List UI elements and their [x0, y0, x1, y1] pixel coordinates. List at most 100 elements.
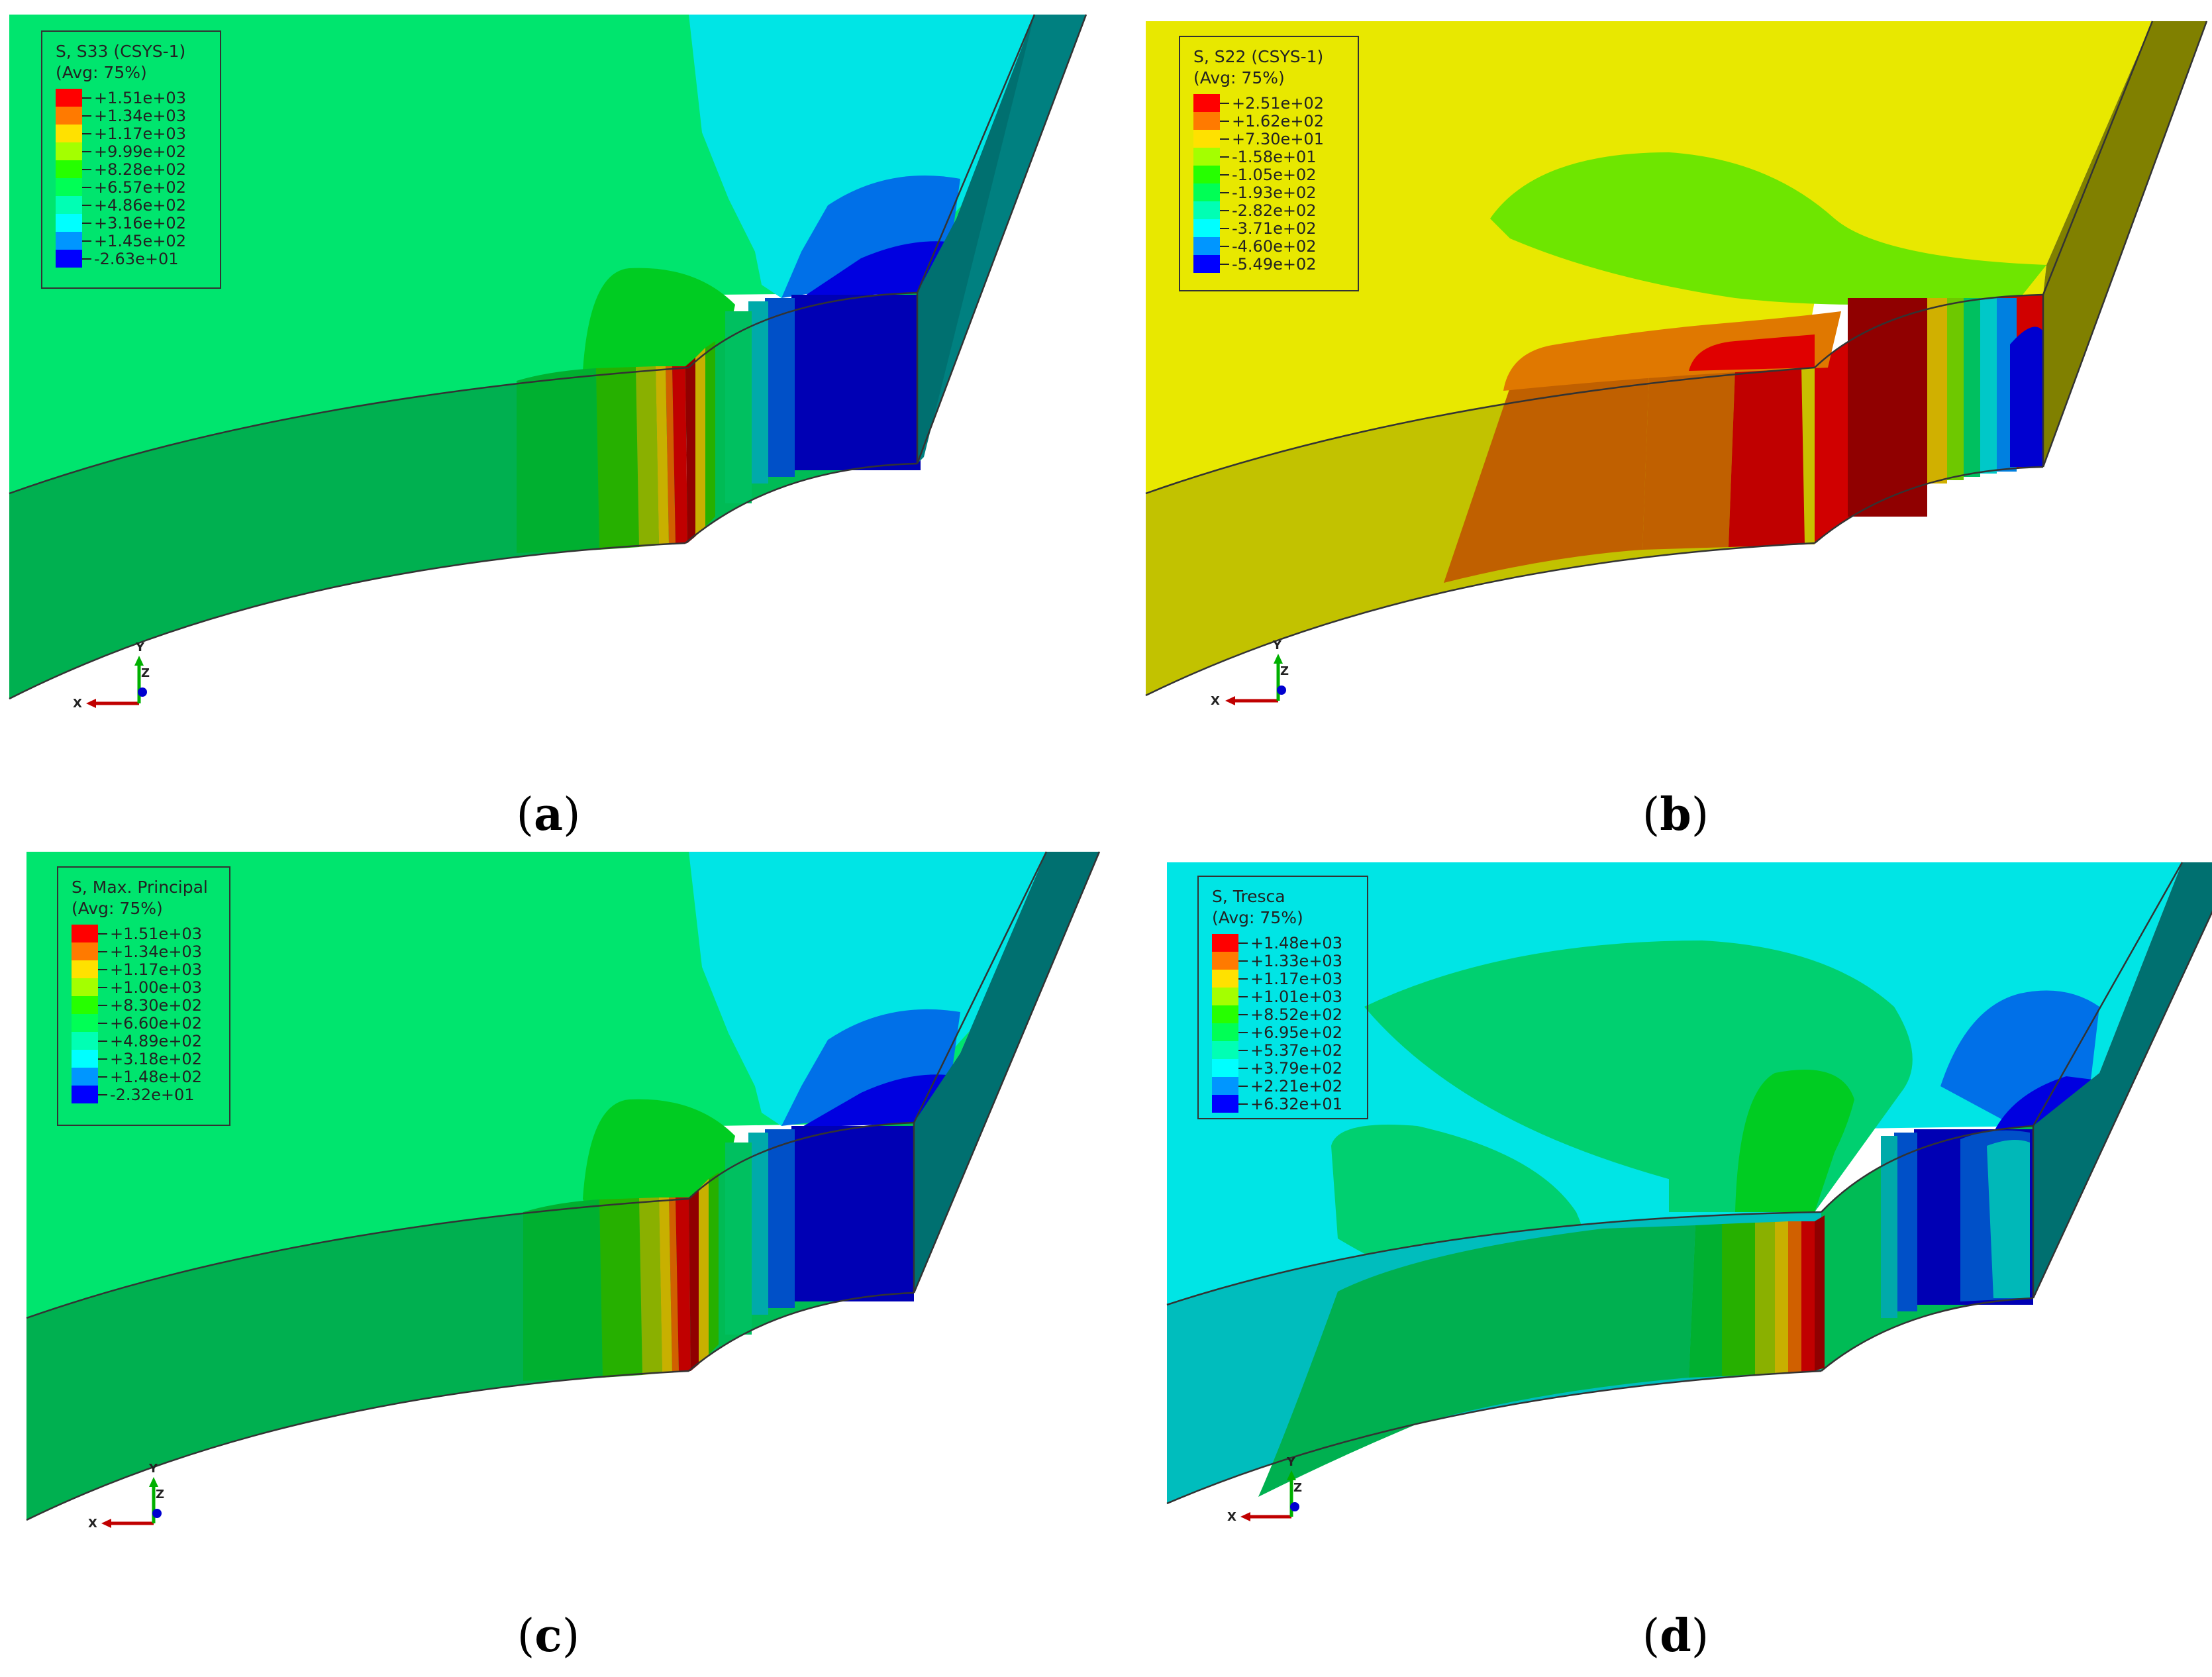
- legend-value: +3.16e+02: [94, 213, 186, 232]
- panel-b-s22: X Y Z S, S22 (CSYS-1) (Avg: 75%) +2.51e+…: [1139, 0, 2212, 755]
- legend-row: +1.34e+03: [72, 942, 217, 961]
- z-axis-label: Z: [141, 666, 150, 680]
- legend-row: -1.58e+01: [1193, 148, 1346, 166]
- legend-row: +6.95e+02: [1212, 1023, 1355, 1042]
- legend-tick: [1238, 1085, 1248, 1087]
- legend-value: +3.18e+02: [110, 1049, 202, 1068]
- legend-swatch: [1212, 1059, 1238, 1077]
- legend-tick: [82, 132, 91, 134]
- legend-row: +2.51e+02: [1193, 94, 1346, 113]
- legend-swatch: [72, 1068, 98, 1086]
- legend-tick: [82, 204, 91, 206]
- legend-value: +2.21e+02: [1250, 1076, 1342, 1095]
- legend-value: +1.51e+03: [94, 88, 186, 107]
- legend-swatch: [1193, 130, 1220, 148]
- caption-d: (d): [1642, 1609, 1709, 1662]
- legend-value: +4.89e+02: [110, 1031, 202, 1050]
- x-axis-label: X: [88, 1517, 97, 1531]
- legend-value: +8.30e+02: [110, 995, 202, 1015]
- legend-tick: [1238, 1103, 1248, 1105]
- legend-value: -2.32e+01: [110, 1085, 195, 1104]
- legend-row: +1.62e+02: [1193, 112, 1346, 130]
- legend-row: +8.28e+02: [56, 160, 208, 179]
- panel-d-tresca: X Y Z S, Tresca (Avg: 75%) +1.48e+03 +1.3…: [1139, 841, 2212, 1596]
- legend-row: +1.33e+03: [1212, 952, 1355, 970]
- legend-value: -2.63e+01: [94, 249, 179, 268]
- legend-value: +1.45e+02: [94, 231, 186, 250]
- legend-swatch: [56, 107, 82, 125]
- legend-swatch: [56, 196, 82, 214]
- legend-row: +4.89e+02: [72, 1032, 217, 1050]
- legend-swatch: [1193, 148, 1220, 166]
- legend-row: +5.37e+02: [1212, 1041, 1355, 1060]
- legend-row: +9.99e+02: [56, 142, 208, 161]
- legend-tick: [1238, 1013, 1248, 1015]
- legend-row: +1.48e+03: [1212, 934, 1355, 952]
- axis-triad-c: X Y Z: [88, 1462, 164, 1531]
- legend-swatch: [56, 125, 82, 142]
- legend-row: +1.34e+03: [56, 107, 208, 125]
- z-axis-label: Z: [1293, 1481, 1302, 1495]
- legend-swatch: [56, 142, 82, 160]
- legend-swatch: [1212, 934, 1238, 952]
- legend-tick: [1238, 942, 1248, 944]
- x-axis-label: X: [73, 697, 82, 711]
- legend-row: +1.17e+03: [56, 125, 208, 143]
- y-axis-label: Y: [135, 640, 145, 654]
- legend-swatch: [1212, 1005, 1238, 1023]
- legend-row: +1.51e+03: [56, 89, 208, 107]
- legend-swatch: [56, 214, 82, 232]
- legend-row: -4.60e+02: [1193, 237, 1346, 256]
- z-axis-label: Z: [1280, 664, 1289, 678]
- legend-value: +7.30e+01: [1232, 129, 1324, 148]
- legend-row: -2.32e+01: [72, 1085, 217, 1104]
- legend-value: +5.37e+02: [1250, 1041, 1342, 1060]
- legend-row: +2.21e+02: [1212, 1077, 1355, 1095]
- legend-row: +3.79e+02: [1212, 1059, 1355, 1078]
- legend-tick: [1238, 1049, 1248, 1051]
- legend-swatch: [1212, 1095, 1238, 1113]
- legend-tick: [98, 1040, 107, 1042]
- y-axis-label: Y: [1286, 1455, 1296, 1469]
- legend-avg: (Avg: 75%): [1193, 68, 1285, 87]
- legend-value: +6.57e+02: [94, 178, 186, 197]
- legend-swatch: [72, 1014, 98, 1032]
- legend-tick: [1220, 174, 1229, 176]
- legend-value: +1.48e+02: [110, 1067, 202, 1086]
- legend-tick: [82, 258, 91, 260]
- legend-rows: +1.51e+03 +1.34e+03 +1.17e+03 +9.99e+02 +8.2…: [56, 89, 208, 268]
- legend-swatch: [1193, 237, 1220, 255]
- legend-tick: [82, 115, 91, 117]
- legend-tick: [1220, 209, 1229, 211]
- legend-b: S, S22 (CSYS-1) (Avg: 75%) +2.51e+02 +1.6…: [1179, 36, 1359, 291]
- legend-row: +1.00e+03: [72, 978, 217, 997]
- legend-tick: [1220, 138, 1229, 140]
- legend-rows: +1.51e+03 +1.34e+03 +1.17e+03 +1.00e+03 +8.3…: [72, 925, 217, 1104]
- legend-c: S, Max. Principal (Avg: 75%) +1.51e+03 +1…: [57, 866, 230, 1126]
- legend-row: -2.82e+02: [1193, 201, 1346, 220]
- legend-row: +1.45e+02: [56, 232, 208, 250]
- legend-value: +1.33e+03: [1250, 951, 1342, 970]
- legend-tick: [82, 97, 91, 99]
- legend-swatch: [72, 978, 98, 996]
- legend-swatch: [1212, 1023, 1238, 1041]
- legend-rows: +2.51e+02 +1.62e+02 +7.30e+01 -1.58e+01 -1.0…: [1193, 94, 1346, 274]
- legend-value: +6.32e+01: [1250, 1094, 1342, 1113]
- legend-value: +1.34e+03: [94, 106, 186, 125]
- legend-row: +6.60e+02: [72, 1014, 217, 1033]
- legend-a: S, S33 (CSYS-1) (Avg: 75%) +1.51e+03 +1.3…: [41, 30, 221, 289]
- panel-a-s33: X Y Z S, S33 (CSYS-1) (Avg: 75%) +1.51e+…: [0, 0, 1106, 755]
- legend-tick: [98, 1076, 107, 1078]
- legend-swatch: [72, 1032, 98, 1050]
- legend-tick: [1220, 102, 1229, 104]
- legend-swatch: [56, 250, 82, 268]
- legend-title: S, Max. Principal: [72, 878, 208, 897]
- legend-tick: [1220, 156, 1229, 158]
- legend-row: -3.71e+02: [1193, 219, 1346, 238]
- contour-plot-s33: X Y Z: [9, 14, 1087, 711]
- legend-swatch: [72, 1050, 98, 1068]
- legend-swatch: [1212, 970, 1238, 988]
- legend-rows: +1.48e+03 +1.33e+03 +1.17e+03 +1.01e+03 +8.5…: [1212, 934, 1355, 1113]
- legend-swatch: [72, 996, 98, 1014]
- legend-row: +1.01e+03: [1212, 988, 1355, 1006]
